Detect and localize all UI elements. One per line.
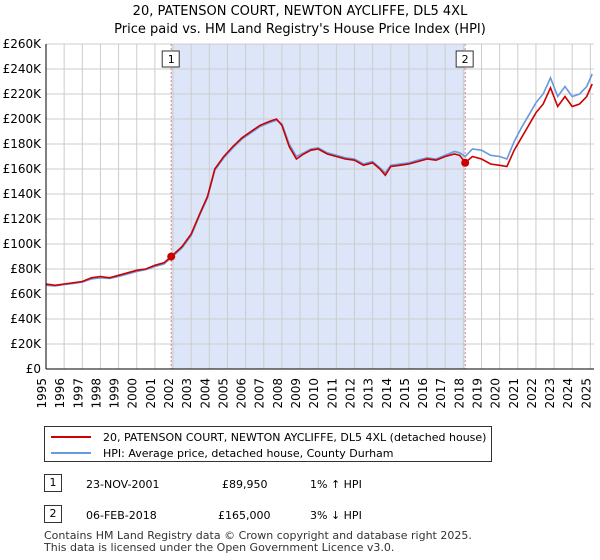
footer-license: This data is licensed under the Open Gov… [44,541,395,554]
y-tick-label: £160K [3,162,43,176]
y-tick-label: £260K [3,37,43,51]
x-tick-label: 2003 [180,378,194,409]
sale-marker-label: 1 [168,53,175,66]
x-tick-label: 2009 [289,378,303,409]
x-tick-label: 2007 [253,378,267,409]
x-tick-label: 2013 [362,378,376,409]
y-tick-label: £240K [3,62,43,76]
legend-label-hpi: HPI: Average price, detached house, Coun… [103,446,394,460]
footer-copyright: Contains HM Land Registry data © Crown c… [44,529,472,542]
x-tick-label: 2017 [434,378,448,409]
legend-label-property: 20, PATENSON COURT, NEWTON AYCLIFFE, DL5… [103,430,487,444]
y-tick-label: £120K [3,212,43,226]
sale-point [167,252,176,261]
x-tick-label: 2016 [416,378,430,409]
x-tick-label: 2006 [235,378,249,409]
transaction-price: £89,950 [222,478,268,491]
y-tick-label: £60K [10,287,42,301]
transaction-number-badge: 2 [44,505,62,523]
footer: Contains HM Land Registry data © Crown c… [44,530,472,554]
chart-title: 20, PATENSON COURT, NEWTON AYCLIFFE, DL5… [132,4,468,19]
legend-swatch-property [51,436,91,438]
legend-item-property: 20, PATENSON COURT, NEWTON AYCLIFFE, DL5… [51,429,486,445]
x-tick-label: 2018 [452,378,466,409]
x-tick-label: 1995 [35,378,49,409]
chart-subtitle: Price paid vs. HM Land Registry's House … [114,22,486,37]
x-tick-label: 2024 [561,378,575,409]
transaction-date: 06-FEB-2018 [86,509,157,522]
x-tick-label: 2008 [271,378,285,409]
x-tick-label: 2020 [489,378,503,409]
x-tick-label: 2019 [470,378,484,409]
y-tick-label: £220K [3,87,43,101]
x-tick-label: 2011 [325,378,339,409]
x-tick-label: 2002 [162,378,176,409]
x-tick-label: 2004 [198,378,212,409]
transaction-number-badge: 1 [44,474,62,492]
x-tick-label: 2025 [579,378,593,409]
x-tick-label: 2023 [543,378,557,409]
x-tick-label: 2022 [525,378,539,409]
y-tick-label: £180K [3,137,43,151]
x-tick-label: 1998 [89,378,103,409]
y-tick-label: £20K [10,337,42,351]
price-chart: £0 £20K £40K £60K £80K £100K £120K £140K £160K £1… [3,37,594,409]
legend-swatch-hpi [51,452,91,454]
x-tick-label: 2000 [126,378,140,409]
y-tick-label: £200K [3,112,43,126]
x-tick-label: 1999 [108,378,122,409]
y-tick-label: £80K [10,262,42,276]
property-price-line [45,83,593,287]
x-tick-label: 2001 [144,378,158,409]
x-tick-label: 2005 [216,378,230,409]
y-tick-label: £140K [3,187,43,201]
transaction-price: £165,000 [218,509,271,522]
transaction-hpi-diff: 3% ↓ HPI [310,509,362,522]
x-tick-label: 2015 [398,378,412,409]
sale-marker-box [161,50,180,68]
sale-marker-box [455,50,474,68]
transaction-hpi-diff: 1% ↑ HPI [310,478,362,491]
x-tick-label: 2010 [307,378,321,409]
sale-marker-label: 2 [462,53,469,66]
x-tick-label: 1997 [71,378,85,409]
x-tick-label: 2021 [507,378,521,409]
x-tick-label: 2014 [380,378,394,409]
x-tick-label: 2012 [343,378,357,409]
sale-point [461,158,470,167]
y-tick-label: £100K [3,237,43,251]
legend-item-hpi: HPI: Average price, detached house, Coun… [51,445,394,461]
y-tick-label: £0 [26,362,41,376]
y-tick-label: £40K [10,312,42,326]
legend: 20, PATENSON COURT, NEWTON AYCLIFFE, DL5… [44,426,492,462]
transaction-date: 23-NOV-2001 [86,478,160,491]
x-tick-label: 1996 [53,378,67,409]
